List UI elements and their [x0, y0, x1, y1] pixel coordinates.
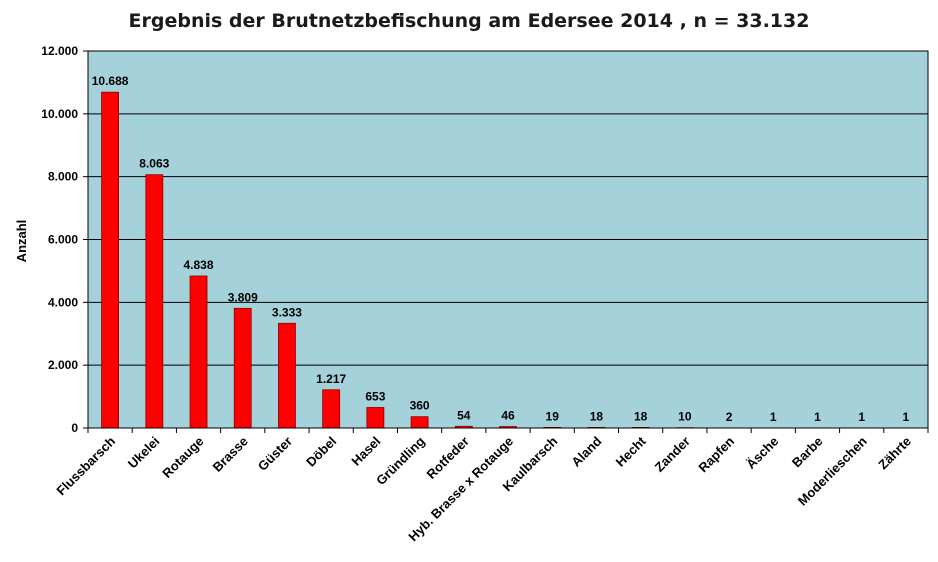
- y-tick-label: 4.000: [48, 295, 78, 309]
- data-label: 10.688: [92, 74, 129, 88]
- x-tick-label: Döbel: [303, 434, 339, 470]
- data-label: 18: [590, 409, 604, 423]
- y-axis-ticks: 0 2.000 4.000 6.000 8.000 10.000 12.000: [41, 44, 88, 435]
- data-label: 18: [634, 409, 648, 423]
- data-label: 10: [678, 410, 692, 424]
- y-tick-label: 10.000: [41, 107, 78, 121]
- data-label: 360: [410, 399, 430, 413]
- data-label: 653: [365, 389, 385, 403]
- bar: [410, 416, 429, 429]
- x-tick-label: Gründling: [373, 433, 428, 488]
- data-label: 1: [770, 410, 777, 424]
- bars: [101, 91, 915, 429]
- data-label: 54: [457, 408, 471, 422]
- bar: [189, 275, 208, 429]
- x-tick-label: Hecht: [613, 433, 650, 470]
- data-label: 3.809: [228, 290, 258, 304]
- y-axis-label: Anzahl: [14, 220, 29, 263]
- x-tick-label: Rapfen: [695, 433, 737, 475]
- y-tick-label: 6.000: [48, 233, 78, 247]
- data-label: 1: [903, 410, 910, 424]
- x-tick-label: Äsche: [743, 434, 781, 472]
- data-label: 1: [814, 410, 821, 424]
- axes: [87, 50, 929, 429]
- data-label: 3.333: [272, 305, 302, 319]
- x-tick-label: Zander: [652, 434, 693, 475]
- x-tick-label: Brasse: [210, 434, 251, 475]
- data-label: 46: [501, 409, 515, 423]
- data-label: 1.217: [316, 372, 346, 386]
- plot-border: [87, 50, 929, 429]
- x-tick-label: Ukelei: [125, 434, 163, 472]
- chart-title: Ergebnis der Brutnetzbefischung am Eders…: [129, 10, 810, 32]
- data-label: 1: [858, 410, 865, 424]
- data-label: 19: [546, 409, 560, 423]
- data-labels: 10.688 8.063 4.838 3.809 3.333 1.217 653 360 54 4…: [92, 74, 910, 424]
- bar: [101, 91, 120, 429]
- x-tick-label: Hasel: [348, 434, 383, 469]
- bar: [278, 322, 296, 429]
- data-label: 8.063: [139, 157, 169, 171]
- bar: [145, 174, 164, 429]
- x-tick-label: Barbe: [789, 434, 826, 471]
- x-tick-label: Rotauge: [159, 434, 206, 481]
- bar: [366, 407, 385, 429]
- bar: [233, 307, 252, 429]
- y-tick-label: 2.000: [48, 358, 78, 372]
- data-label: 4.838: [184, 258, 214, 272]
- x-tick-label: Aland: [568, 433, 604, 469]
- y-tick-label: 12.000: [41, 44, 78, 58]
- y-tick-label: 0: [71, 421, 78, 435]
- bar: [322, 389, 341, 429]
- x-tick-label: Flussbarsch: [53, 433, 118, 498]
- y-tick-label: 8.000: [48, 170, 78, 184]
- x-tick-label: Güster: [255, 434, 295, 474]
- data-label: 2: [726, 410, 733, 424]
- x-tick-label: Zährte: [875, 434, 914, 473]
